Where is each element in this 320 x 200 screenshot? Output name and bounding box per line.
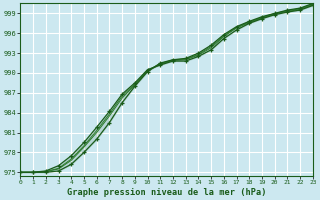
X-axis label: Graphe pression niveau de la mer (hPa): Graphe pression niveau de la mer (hPa) xyxy=(67,188,266,197)
